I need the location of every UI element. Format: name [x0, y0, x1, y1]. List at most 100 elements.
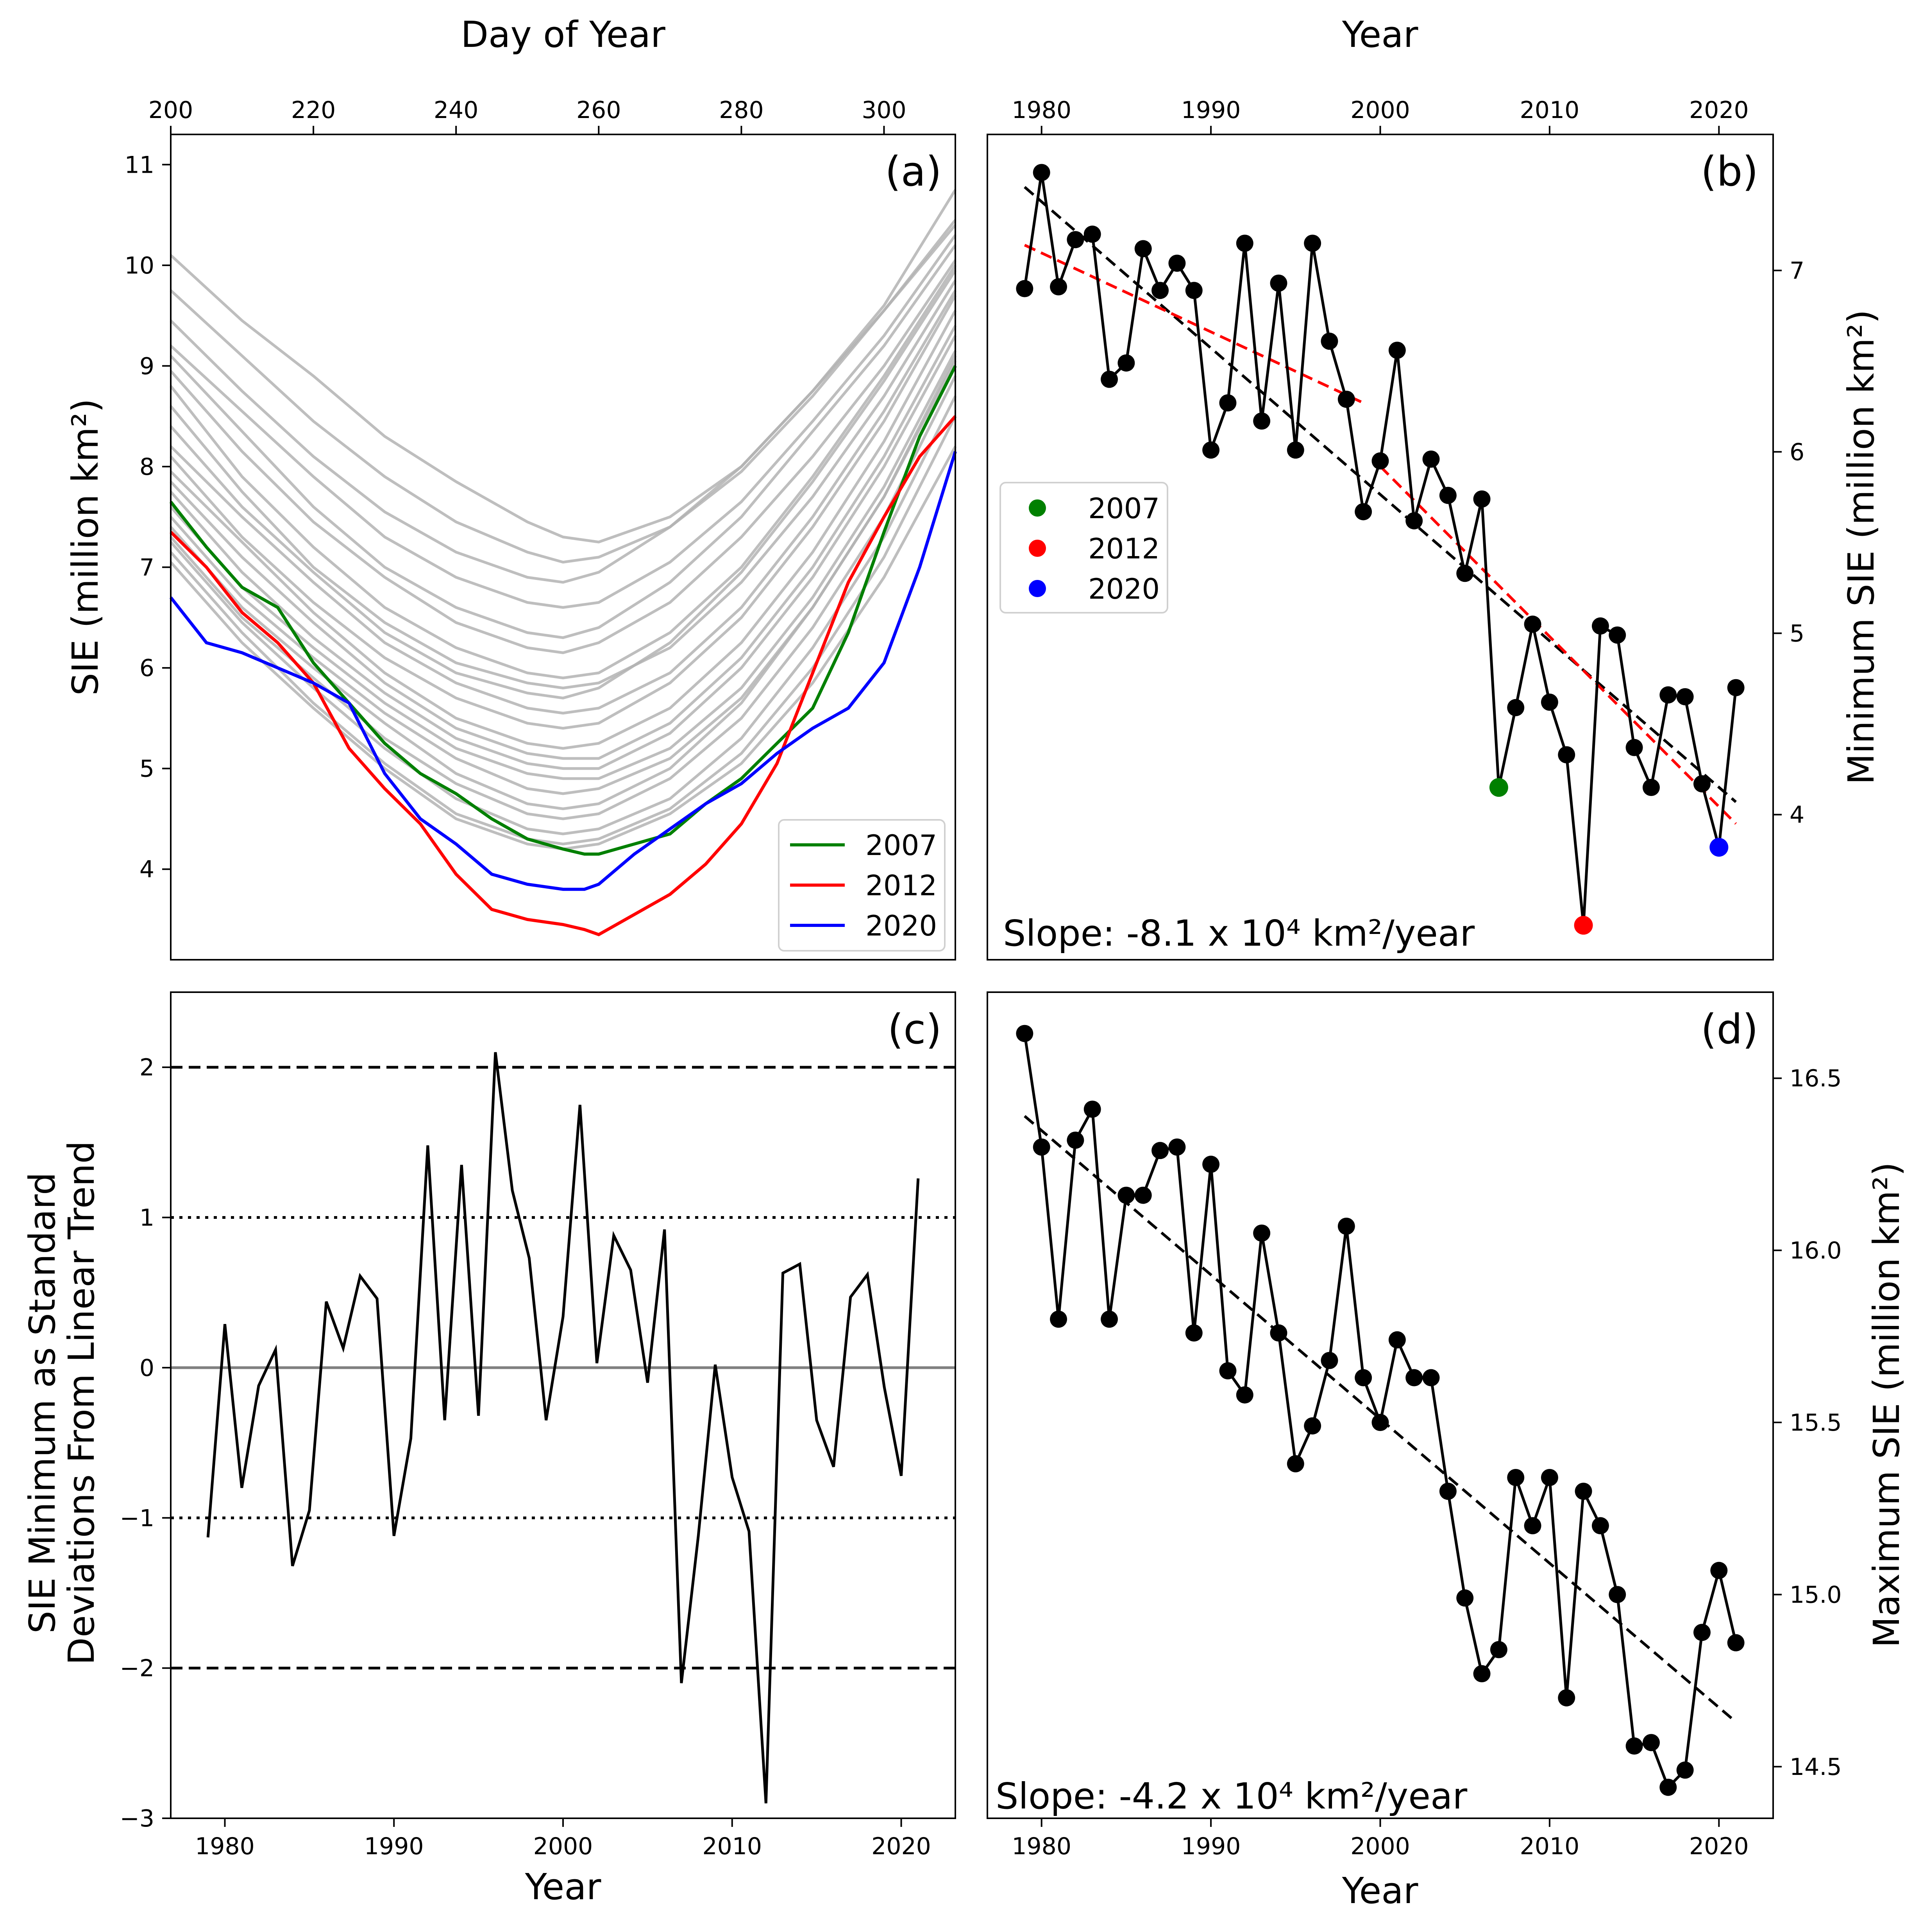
min-sie-point	[1422, 450, 1440, 468]
legend-label-2007: 2007	[1088, 492, 1160, 525]
min-sie-point	[1541, 693, 1558, 711]
min-sie-point	[1185, 282, 1203, 299]
min-sie-point	[1558, 746, 1575, 764]
min-sie-point	[1287, 441, 1304, 459]
min-sie-point	[1727, 679, 1745, 696]
x-tick-label: 2000	[533, 1833, 593, 1860]
min-sie-point	[1371, 452, 1389, 470]
max-sie-point	[1659, 1778, 1677, 1796]
min-sie-point	[1219, 394, 1237, 411]
max-sie-point	[1609, 1586, 1626, 1603]
x-tick-label: 260	[576, 97, 621, 124]
residual-line	[206, 1052, 920, 1803]
min-sie-point	[1270, 274, 1287, 292]
max-sie-point	[1236, 1386, 1253, 1404]
y-tick-label: 4	[1790, 801, 1804, 829]
y-tick-label: 14.5	[1790, 1753, 1842, 1781]
min-sie-point	[1067, 231, 1084, 249]
x-tick-label: 240	[434, 97, 479, 124]
x-tick-label: 1980	[195, 1833, 255, 1860]
max-sie-point	[1287, 1455, 1304, 1472]
highlight-point-2012	[1574, 916, 1593, 935]
min-sie-point	[1253, 412, 1271, 430]
y-tick-label: 1	[139, 1204, 154, 1232]
panel-a-legend: 2007 2012 2020	[778, 819, 946, 952]
y-tick-label: 6	[1790, 438, 1804, 466]
panel-d-label: (d)	[1701, 1005, 1758, 1053]
series-line-2007	[169, 365, 957, 856]
x-tick-label: 300	[862, 97, 906, 124]
x-tick-label: 220	[291, 97, 336, 124]
panel-d-plot-area	[1016, 1025, 1745, 1796]
max-sie-point	[1168, 1138, 1186, 1156]
y-tick-label: 15.5	[1790, 1409, 1842, 1436]
min-sie-point	[1321, 333, 1338, 350]
min-sie-point	[1236, 234, 1253, 252]
panel-c-y-axis-title: SIE Minimum as Standard Deviations From …	[21, 1141, 102, 1665]
y-tick-label: 16.0	[1790, 1237, 1842, 1265]
panel-a: 200 220 240 260 280 300 4 5 6 7 8 9 10 11 (a) Day of …	[64, 14, 957, 961]
max-sie-point	[1541, 1469, 1558, 1486]
x-tick-label: 2010	[702, 1833, 762, 1860]
min-sie-point	[1591, 617, 1609, 635]
legend-marker-2012	[1029, 540, 1046, 557]
x-tick-label: 1990	[1181, 97, 1241, 124]
max-sie-point	[1355, 1369, 1372, 1386]
series-line-2012	[170, 415, 957, 936]
max-sie-point	[1101, 1310, 1118, 1328]
max-sie-point	[1490, 1641, 1507, 1658]
ensemble-year-line	[170, 355, 957, 810]
legend-label-2007: 2007	[865, 829, 937, 862]
max-sie-point	[1558, 1689, 1575, 1707]
panel-d-axes: 1980 1990 2000 2010 2020 14.5 15.0 15.5 16.0 16.5	[1012, 1065, 1842, 1860]
trend-line	[1024, 1115, 1737, 1723]
panel-a-y-axis-title: SIE (million km²)	[64, 399, 106, 696]
ensemble-year-line	[170, 259, 957, 654]
y-tick-label: −1	[120, 1504, 154, 1532]
max-sie-point	[1067, 1131, 1084, 1149]
max-sie-point	[1405, 1369, 1423, 1386]
x-tick-label: 2020	[1689, 1833, 1749, 1860]
min-sie-point	[1337, 390, 1355, 408]
panel-b-y-axis-title: Minimum SIE (million km²)	[1840, 309, 1882, 785]
y-tick-label: 4	[139, 856, 154, 883]
max-sie-point	[1202, 1156, 1220, 1173]
panel-a-label: (a)	[885, 148, 942, 195]
min-sie-point	[1659, 686, 1677, 704]
x-tick-label: 2020	[1689, 97, 1749, 124]
legend-label-2020: 2020	[1088, 572, 1160, 605]
y-tick-label: 0	[139, 1354, 154, 1382]
x-tick-label: 200	[148, 97, 193, 124]
trend-line	[1379, 465, 1737, 825]
max-sie-point	[1253, 1224, 1271, 1242]
y-tick-label: 5	[1790, 620, 1804, 647]
y-tick-label: 7	[1790, 257, 1804, 284]
panel-c: 1980 1990 2000 2010 2020 −3 −2 −1 0 1 2 (c) Year S…	[21, 991, 956, 1908]
max-sie-point	[1575, 1483, 1592, 1500]
panel-b-axes: 1980 1990 2000 2010 2020 4 5 6 7	[1012, 97, 1804, 829]
min-sie-point	[1016, 280, 1033, 297]
min-sie-point	[1134, 240, 1152, 258]
y-tick-label: 15.0	[1790, 1581, 1842, 1608]
legend-label-2012: 2012	[865, 869, 937, 902]
trend-line	[1024, 186, 1737, 803]
panel-c-y-axis-title-line-1: SIE Minimum as Standard	[21, 1172, 63, 1634]
y-tick-label: −2	[120, 1655, 154, 1682]
legend-marker-2007	[1029, 499, 1046, 517]
min-sie-point	[1355, 503, 1372, 521]
highlight-point-2020	[1709, 838, 1729, 857]
max-sie-point	[1422, 1369, 1440, 1386]
x-tick-label: 2000	[1350, 97, 1410, 124]
max-sie-point	[1591, 1517, 1609, 1535]
min-sie-point	[1609, 626, 1626, 644]
y-tick-label: 6	[139, 655, 154, 682]
min-sie-point	[1524, 615, 1541, 633]
ensemble-year-line	[170, 415, 957, 846]
max-sie-point	[1337, 1217, 1355, 1235]
max-sie-point	[1388, 1331, 1406, 1349]
ensemble-year-line	[170, 350, 957, 780]
max-sie-point	[1456, 1589, 1474, 1607]
min-sie-point	[1676, 688, 1694, 705]
min-sie-point	[1202, 441, 1220, 459]
min-sie-point	[1083, 225, 1101, 243]
